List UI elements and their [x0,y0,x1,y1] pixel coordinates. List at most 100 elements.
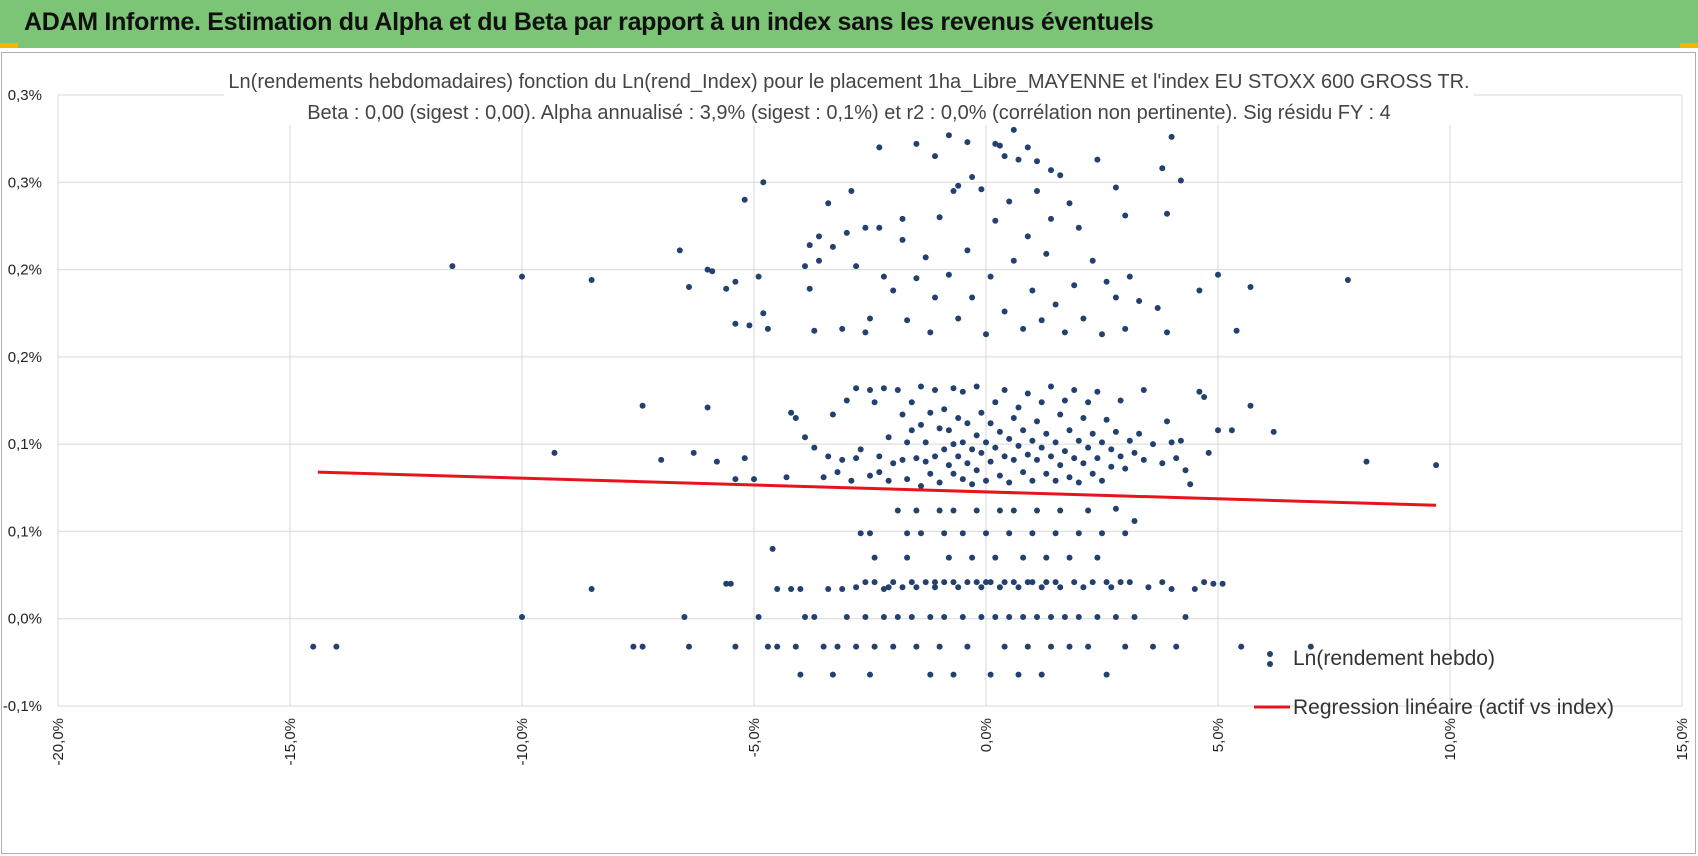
data-point [913,507,920,514]
data-point [806,285,813,292]
data-point [867,530,873,537]
data-point [1024,233,1031,240]
data-point [1103,671,1110,678]
data-point [1029,477,1036,484]
data-point [983,530,989,537]
data-point [950,188,957,194]
data-point [1010,579,1017,586]
data-point [1048,643,1054,650]
data-point [1085,444,1092,451]
data-point [862,329,869,336]
data-point [1057,462,1064,469]
data-point [1043,250,1050,257]
data-point [1057,411,1064,418]
data-point [955,315,962,322]
data-point [913,140,920,147]
data-point [811,444,818,451]
data-point [1024,390,1031,397]
y-tick-label: 0,2% [8,349,42,366]
data-point [862,579,869,586]
data-point [1108,463,1115,470]
data-point [1048,614,1054,620]
title-background [224,61,1474,125]
data-point [839,325,846,332]
data-point [1061,329,1068,336]
x-tick-label: -20,0% [50,718,67,766]
data-point [885,584,892,591]
data-point [987,420,994,427]
data-point [760,179,767,186]
data-point [964,139,971,146]
data-point [899,456,906,463]
data-point [1034,507,1040,514]
data-point [1038,399,1045,406]
data-point [1173,455,1180,462]
data-point [969,294,976,301]
data-point [797,671,804,678]
data-point [927,329,934,336]
data-point [927,409,934,416]
data-point [885,477,892,484]
data-point [746,322,753,329]
data-point [941,579,948,586]
data-point [1210,580,1217,587]
data-point [983,439,989,446]
data-point [1168,586,1175,592]
data-point [1126,437,1133,444]
data-point [1191,586,1198,592]
data-point [996,472,1003,479]
data-point [941,446,948,453]
data-point [950,385,957,392]
data-point [1061,614,1068,620]
data-point [1270,428,1277,435]
data-point [932,584,938,591]
data-point [890,579,897,586]
scatter-chart: -0,1% 0,0% 0,1% 0,1% 0,2% 0,2% 0,3% 0,3% -20,0%… [3,61,1691,766]
data-point [1006,530,1013,537]
data-point [1066,554,1073,561]
data-point [950,441,957,448]
data-point [876,469,883,476]
data-point [820,643,827,650]
data-point [802,263,808,270]
data-point [1024,643,1031,650]
data-point [885,434,892,441]
data-point [876,224,883,231]
data-point [310,643,317,650]
data-point [964,247,971,254]
data-point [1201,394,1208,400]
data-point [1085,399,1092,406]
data-point [992,614,999,620]
data-point [816,257,822,264]
data-point [922,579,929,586]
data-point [1071,282,1078,289]
y-tick-label: 0,1% [8,436,42,453]
data-point [1052,530,1059,537]
data-point [1145,584,1152,591]
data-point [862,224,869,231]
data-point [1038,444,1045,451]
data-point [1247,284,1254,290]
data-point [1103,278,1110,285]
data-point [1057,172,1064,179]
data-point [1071,387,1078,393]
data-point [764,325,771,332]
data-point [1089,470,1096,477]
data-point [1219,580,1226,587]
data-point [908,614,915,620]
header-bar: ADAM Informe. Estimation du Alpha et du … [0,0,1698,48]
data-point [1006,435,1013,442]
data-point [871,399,878,406]
data-point [978,409,985,416]
data-point [927,671,934,678]
data-point [894,507,901,514]
data-point [1075,437,1082,444]
data-point [1010,456,1017,463]
data-point [1085,643,1092,650]
data-point [959,439,966,446]
data-point [964,420,971,427]
data-point [941,406,948,413]
data-point [1075,224,1082,231]
data-point [1094,156,1101,163]
data-point [1196,388,1203,395]
